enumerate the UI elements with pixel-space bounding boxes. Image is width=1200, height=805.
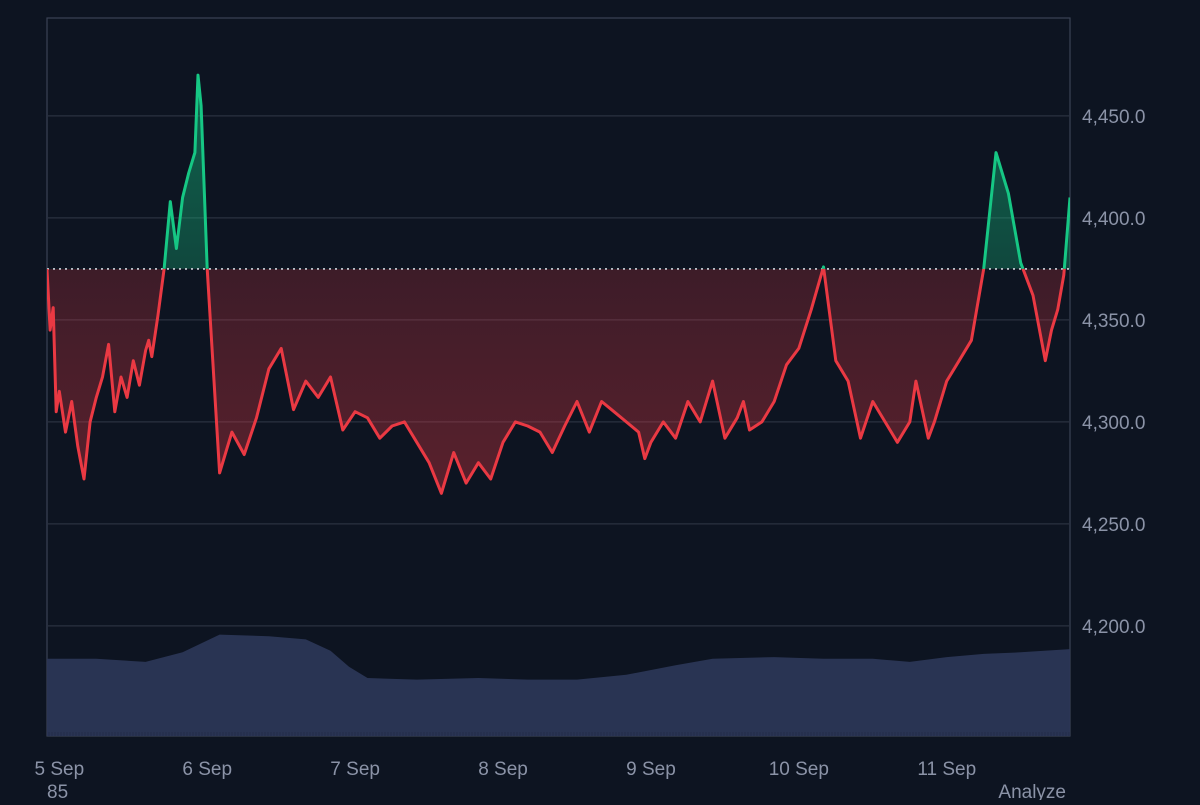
y-axis-labels: 4,450.0 4,400.0 4,350.0 4,300.0 4,250.0 4,200… — [1082, 107, 1145, 638]
x-axis-labels: 5 Sep 6 Sep 7 Sep 8 Sep 9 Sep 10 Sep 11 Sep — [34, 759, 976, 780]
x-tick-label: 5 Sep — [34, 759, 84, 780]
footer-left-value: 85 — [47, 782, 68, 800]
x-tick-label: 7 Sep — [330, 759, 380, 780]
x-tick-label: 9 Sep — [626, 759, 676, 780]
y-tick-label: 4,400.0 — [1082, 209, 1145, 230]
x-tick-label: 10 Sep — [769, 759, 829, 780]
y-tick-label: 4,450.0 — [1082, 107, 1145, 128]
x-tick-label: 6 Sep — [182, 759, 232, 780]
volume-bars — [47, 635, 1070, 736]
y-tick-label: 4,300.0 — [1082, 413, 1145, 434]
volume-area — [47, 635, 1070, 736]
analyze-link[interactable]: Analyze — [998, 782, 1066, 800]
x-tick-label: 8 Sep — [478, 759, 528, 780]
y-tick-label: 4,250.0 — [1082, 515, 1145, 536]
x-tick-label: 11 Sep — [917, 759, 976, 780]
y-tick-label: 4,200.0 — [1082, 617, 1145, 638]
price-area — [47, 75, 1070, 493]
y-tick-label: 4,350.0 — [1082, 311, 1145, 332]
